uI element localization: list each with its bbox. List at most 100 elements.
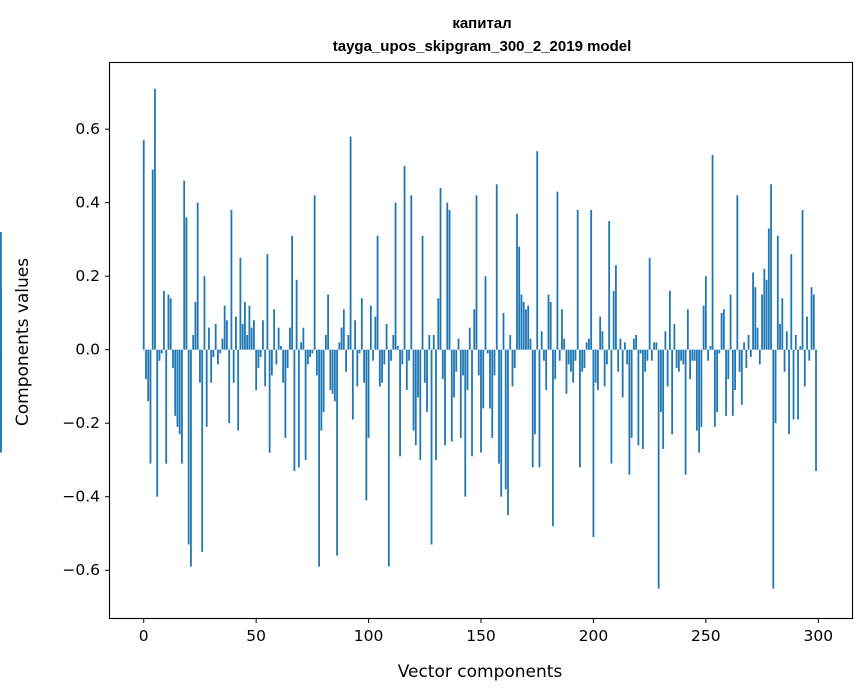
bar (329, 349, 332, 391)
bar (713, 349, 716, 427)
bar (262, 320, 264, 350)
bar (785, 331, 788, 350)
bar (446, 202, 449, 350)
bar (653, 342, 656, 350)
bar (628, 349, 631, 475)
bar (405, 349, 408, 391)
y-tick-label: 0.4 (75, 194, 100, 212)
bar (698, 349, 700, 453)
bar (403, 165, 406, 350)
bar (437, 298, 440, 350)
bar (583, 349, 586, 369)
bar (545, 349, 548, 391)
bar (471, 349, 473, 457)
bar (567, 349, 570, 365)
bar (720, 312, 723, 350)
bar (468, 327, 471, 350)
bar (727, 349, 730, 380)
chart-subtitle: tayga_upos_skipgram_300_2_2019 model (333, 38, 632, 55)
bar (662, 349, 665, 449)
bar (365, 349, 368, 501)
bar (731, 349, 734, 416)
bar (691, 349, 694, 361)
bar (527, 305, 530, 350)
bar (610, 349, 613, 464)
bar (156, 349, 159, 497)
bar (423, 349, 426, 383)
bar (374, 316, 377, 350)
bar (522, 301, 525, 350)
bar (226, 320, 228, 350)
bar (392, 334, 395, 350)
bar (223, 305, 226, 350)
y-tick-label: −0.4 (62, 488, 100, 506)
bar (630, 349, 633, 438)
bar (558, 349, 561, 361)
bar (597, 349, 599, 391)
bar (149, 349, 152, 464)
bar (196, 202, 199, 350)
bar (709, 346, 712, 350)
bar (394, 202, 397, 350)
bar (480, 349, 482, 453)
bar (758, 349, 761, 365)
plot-frame (108, 61, 854, 620)
bar (606, 349, 608, 365)
bar (770, 184, 772, 350)
bar (668, 290, 671, 350)
bar (808, 349, 811, 361)
bar (356, 349, 359, 387)
bar (641, 349, 644, 449)
bar (302, 327, 305, 350)
bar (729, 294, 732, 350)
bar (414, 349, 417, 446)
bar (525, 309, 527, 350)
bar (655, 342, 658, 350)
bar (396, 346, 399, 350)
bar (172, 349, 174, 369)
bar (187, 349, 190, 545)
bar (624, 342, 626, 350)
bar (529, 338, 532, 350)
bar (675, 349, 678, 369)
bar (601, 331, 604, 350)
bar (441, 349, 444, 380)
bar (484, 276, 487, 350)
bar (797, 349, 799, 420)
bar (612, 290, 615, 350)
bar (635, 334, 638, 350)
bar (399, 349, 401, 457)
bar (448, 210, 451, 350)
bar (491, 349, 494, 438)
bar (745, 349, 748, 369)
bar (540, 331, 543, 350)
bar (430, 349, 433, 545)
bar (693, 349, 696, 361)
bar (266, 254, 269, 350)
bar (516, 213, 518, 350)
bar (306, 349, 309, 365)
bar (794, 334, 797, 350)
bar (340, 327, 343, 350)
bar (682, 349, 685, 365)
x-tick-label: 0 (139, 627, 149, 645)
bar (502, 312, 505, 350)
bar (531, 349, 534, 468)
bar (239, 257, 242, 350)
bar (493, 349, 496, 376)
bar (590, 210, 593, 350)
bar (322, 349, 325, 413)
bar (439, 187, 442, 350)
bar (426, 349, 428, 413)
bar (686, 309, 689, 350)
bar (673, 323, 676, 350)
bar (342, 309, 345, 350)
bar (534, 349, 536, 435)
bar (147, 349, 150, 402)
bar (520, 294, 523, 350)
bar (788, 349, 790, 435)
bar (331, 349, 334, 394)
bar (646, 349, 649, 361)
bar (543, 349, 545, 361)
bar (570, 349, 572, 372)
